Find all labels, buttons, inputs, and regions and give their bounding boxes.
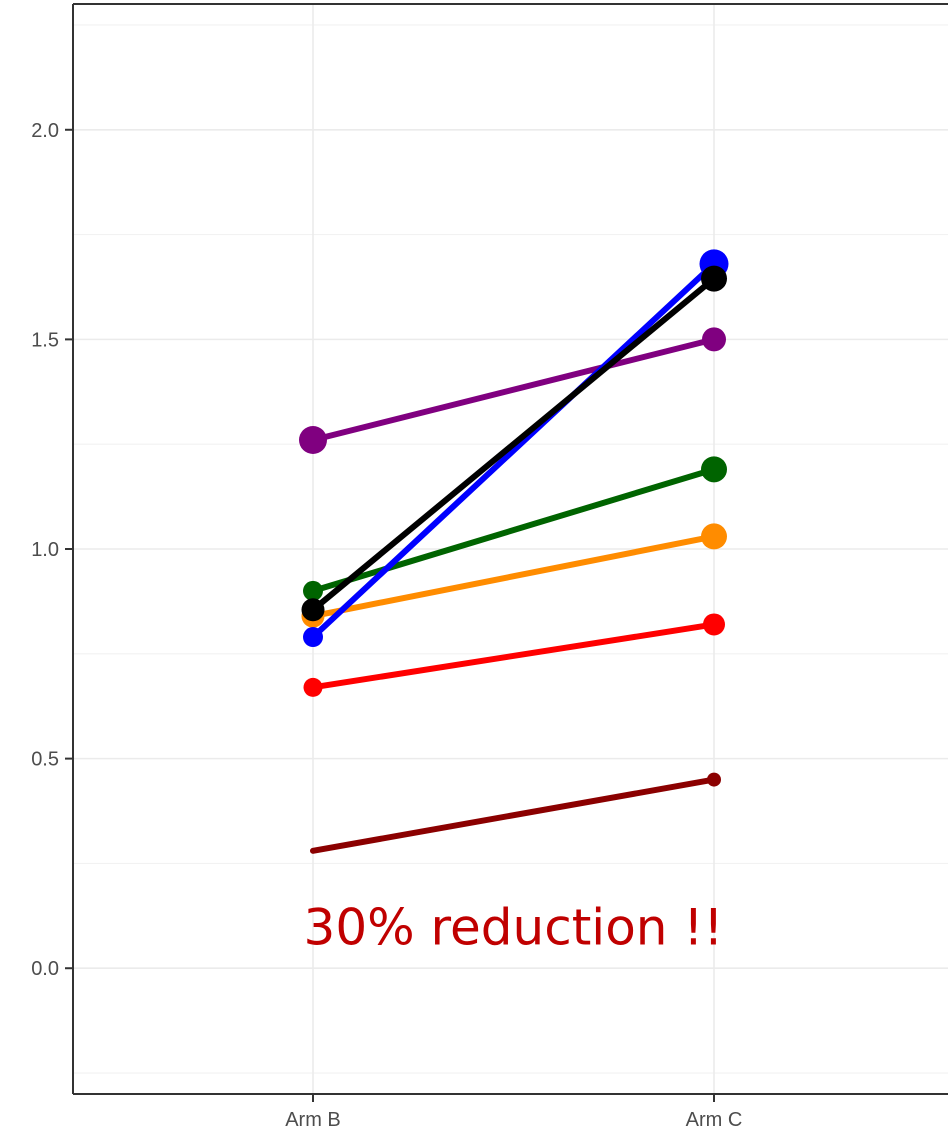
series-group — [299, 249, 729, 854]
series-4 — [303, 456, 727, 601]
x-tick-label: Arm B — [285, 1109, 341, 1131]
y-tick-label: 2.0 — [31, 120, 59, 142]
axes: 0.0 0.5 1.0 1.5 2.0 Arm B Arm C — [31, 3, 948, 1131]
series-line — [310, 336, 717, 443]
y-tick-label: 1.0 — [31, 539, 59, 561]
series-6 — [303, 249, 729, 648]
y-tick-label: 0.0 — [31, 958, 59, 980]
data-point — [701, 265, 727, 292]
data-point — [303, 677, 323, 697]
data-point — [702, 327, 726, 352]
data-point — [701, 456, 727, 483]
data-point — [701, 523, 727, 550]
data-point — [299, 426, 327, 454]
data-point — [707, 772, 721, 787]
series-line — [310, 260, 717, 641]
series-7 — [301, 265, 727, 622]
series-line — [310, 776, 717, 854]
data-point — [303, 627, 323, 648]
y-tick-label: 0.5 — [31, 749, 59, 771]
series-line — [310, 275, 717, 613]
data-point — [703, 613, 725, 636]
series-line — [310, 466, 717, 594]
series-line — [310, 533, 717, 620]
series-line — [310, 621, 717, 691]
data-point — [303, 580, 323, 601]
annotation-text: 30% reduction !! — [304, 898, 724, 956]
x-tick-label: Arm C — [686, 1109, 743, 1131]
data-point — [301, 598, 325, 622]
y-tick-label: 1.5 — [31, 329, 59, 351]
series-2 — [303, 613, 725, 697]
series-5 — [299, 327, 726, 454]
series-1 — [310, 772, 721, 854]
